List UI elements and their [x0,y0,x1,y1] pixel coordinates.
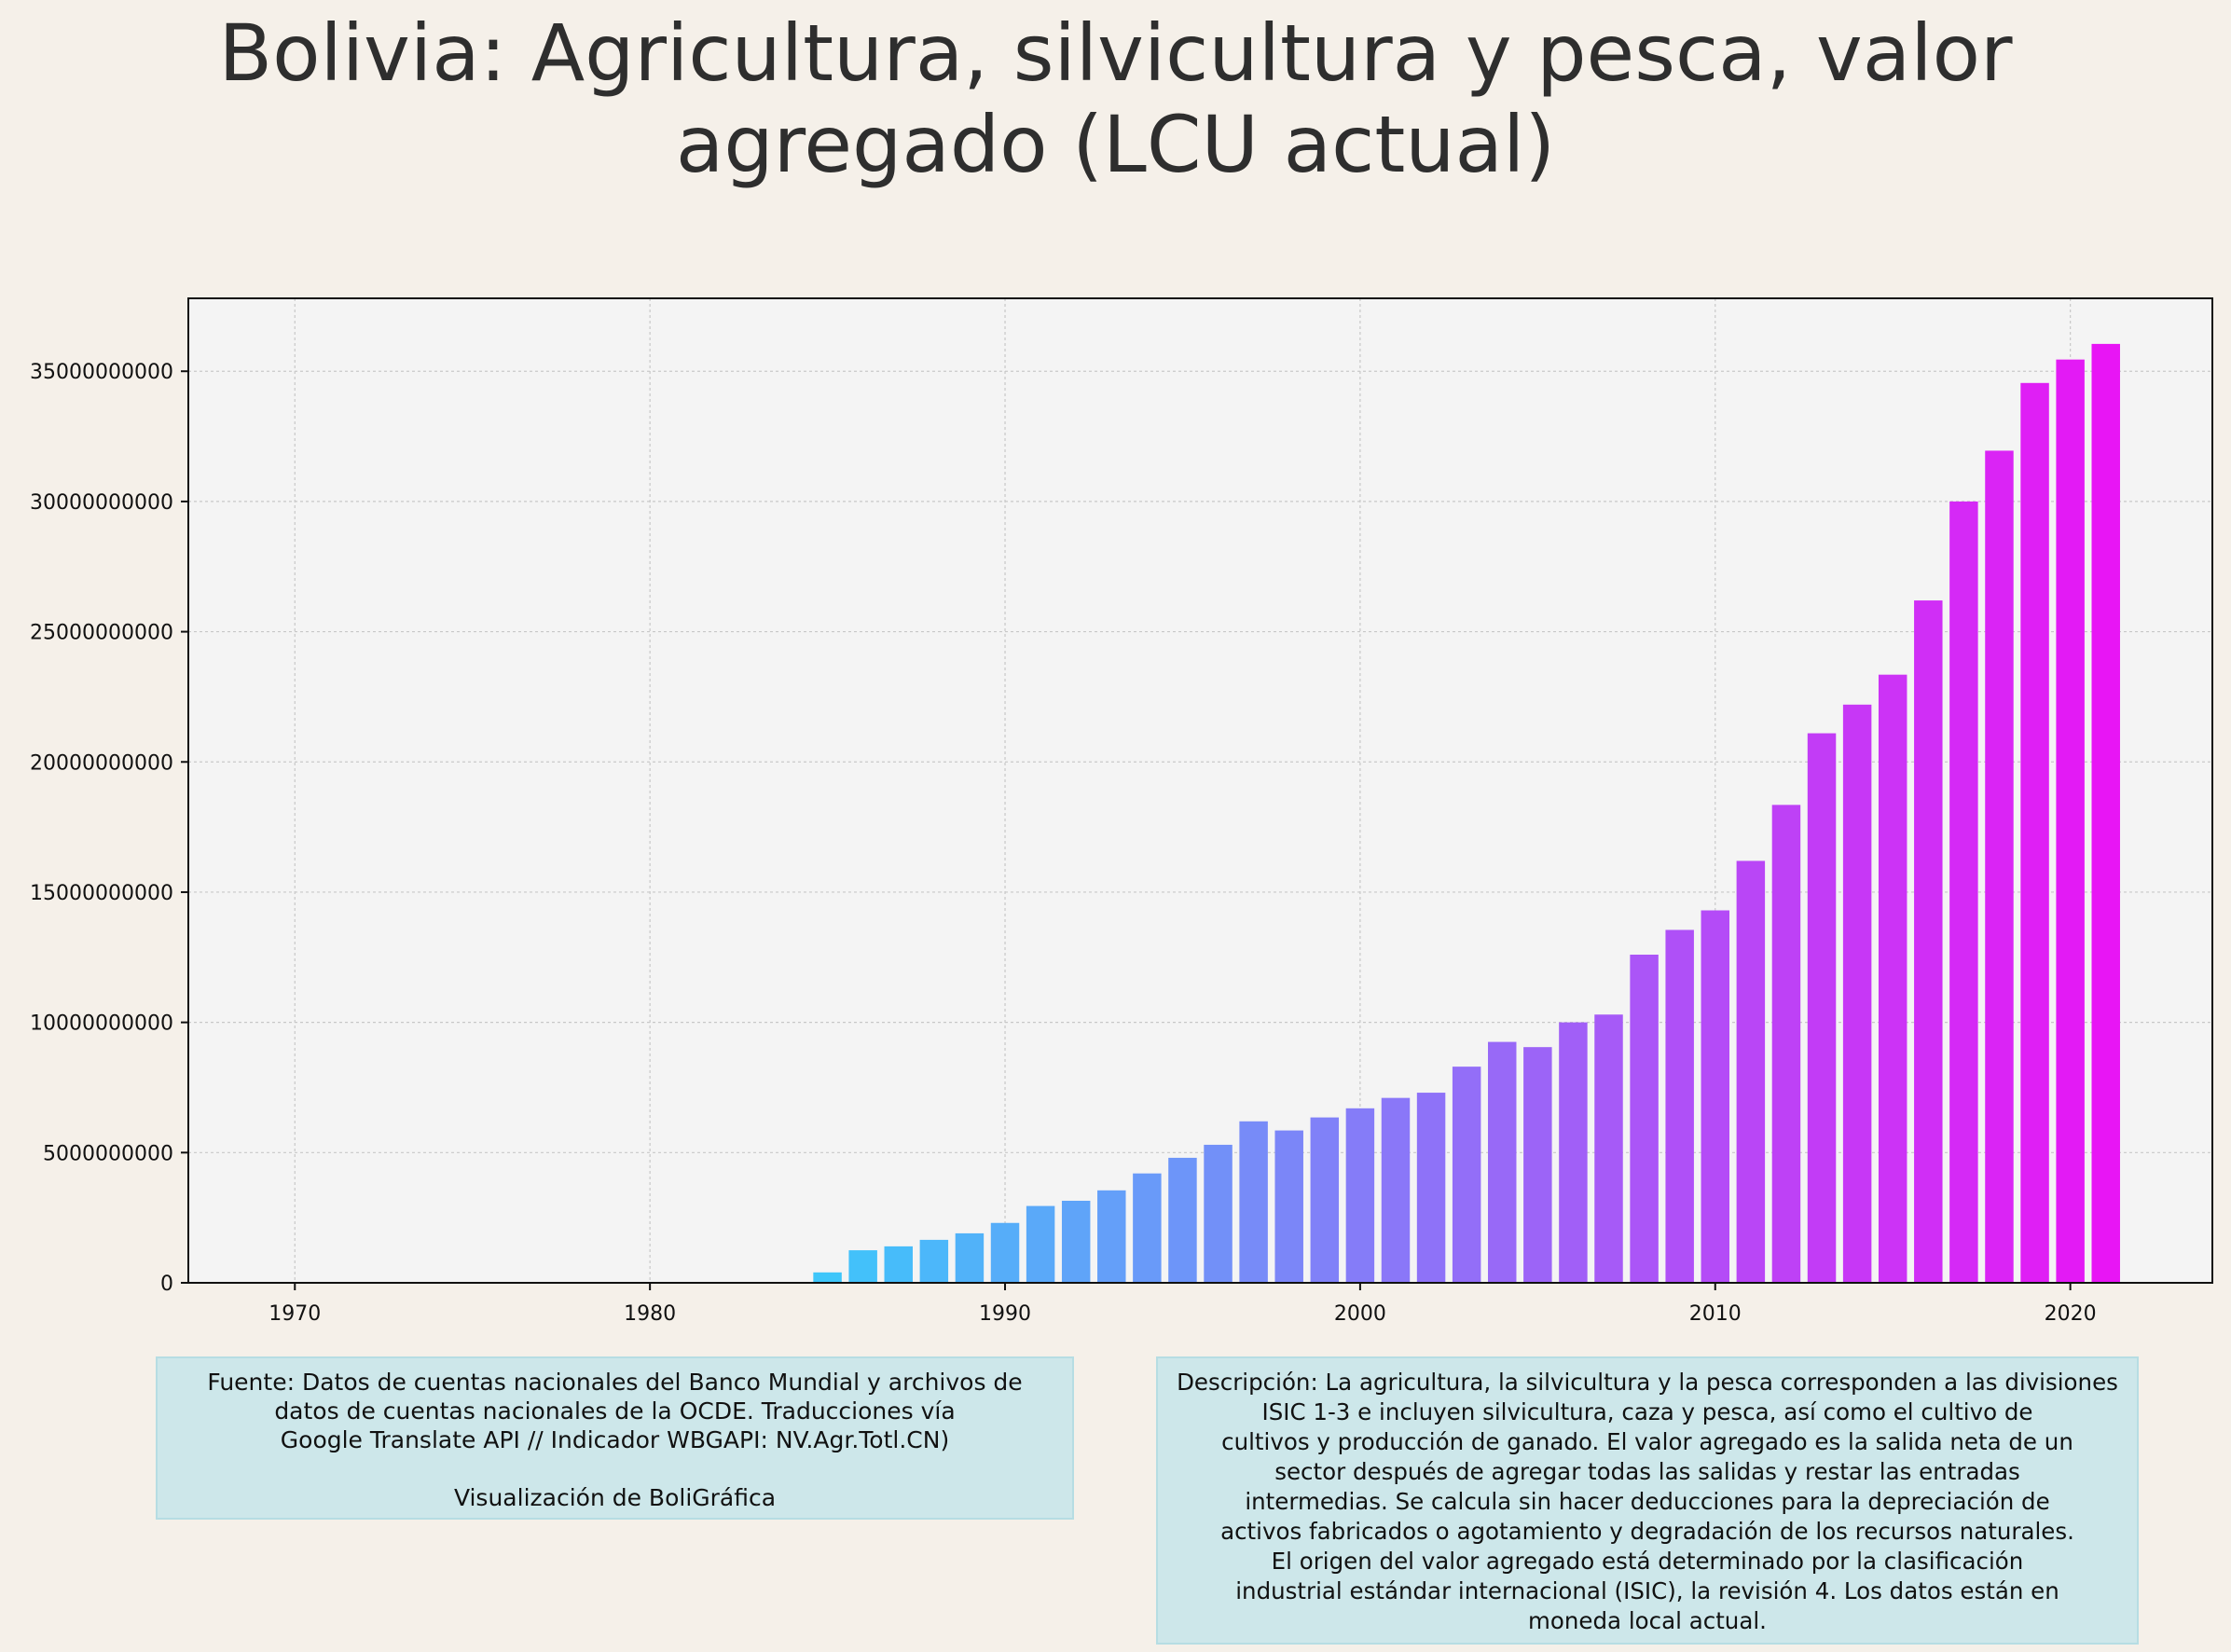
bar-series [813,343,2120,1284]
bar-1991 [1026,1205,1055,1283]
x-tick-label: 2010 [1689,1302,1742,1324]
bar-1995 [1168,1157,1197,1283]
bar-2012 [1771,805,1801,1283]
y-tick-label: 5000000000 [43,1142,173,1165]
bar-1996 [1204,1144,1233,1283]
source-line: Google Translate API // Indicador WBGAPI… [280,1426,950,1453]
bar-1987 [884,1246,913,1283]
bar-2018 [1985,450,2014,1283]
description-line: intermedias. Se calcula sin hacer deducc… [1245,1488,2050,1515]
x-tick-label: 1970 [269,1302,321,1324]
y-tick-label: 35000000000 [30,361,173,384]
bar-2000 [1345,1108,1375,1283]
description-line: cultivos y producción de ganado. El valo… [1221,1428,2073,1455]
description-line: industrial estándar internacional (ISIC)… [1235,1577,2059,1604]
description-line: activos fabricados o agotamiento y degra… [1220,1518,2074,1545]
y-tick-label: 15000000000 [30,882,173,905]
y-tick-label: 20000000000 [30,751,173,775]
source-box: Fuente: Datos de cuentas nacionales del … [156,1356,1074,1520]
description-line: moneda local actual. [1528,1607,1767,1634]
bar-2006 [1559,1022,1588,1283]
bar-1988 [919,1239,949,1283]
description-line: ISIC 1-3 e incluyen silvicultura, caza y… [1261,1398,2033,1425]
description-line: Descripción: La agricultura, la silvicul… [1177,1369,2118,1396]
bar-1994 [1133,1173,1162,1283]
bar-1992 [1061,1201,1091,1283]
chart-title-line-2: agregado (LCU actual) [675,99,1556,190]
source-line: Fuente: Datos de cuentas nacionales del … [207,1369,1023,1396]
visualization-credit: Visualización de BoliGráfica [453,1484,777,1511]
chart-title-line-1: Bolivia: Agricultura, silvicultura y pes… [218,7,2013,99]
bar-1993 [1097,1190,1126,1283]
bar-2003 [1452,1067,1481,1283]
bar-2014 [1842,704,1872,1283]
bar-2016 [1914,600,1943,1283]
x-tick-label: 2020 [2045,1302,2097,1324]
bar-2020 [2056,359,2085,1284]
bar-chart: 1970 1980 1990 2000 2010 2020 0 5000000000 1000… [30,297,2213,1324]
x-tick-label: 1980 [624,1302,676,1324]
bar-2004 [1488,1041,1517,1283]
description-box: Descripción: La agricultura, la silvicul… [1156,1356,2139,1645]
chart-title: Bolivia: Agricultura, silvicultura y pes… [0,7,2231,190]
y-tick-label: 10000000000 [30,1012,173,1036]
bar-1999 [1310,1117,1340,1283]
x-axis: 1970 1980 1990 2000 2010 2020 [269,1283,2097,1324]
x-tick-label: 2000 [1334,1302,1386,1324]
bar-2019 [2020,382,2049,1283]
plot-frame [187,297,2213,1284]
bar-1997 [1239,1121,1268,1283]
bar-2008 [1630,955,1659,1283]
bar-1986 [848,1250,877,1283]
bar-2002 [1416,1093,1446,1283]
bar-1985 [813,1272,842,1283]
x-tick-label: 1990 [979,1302,1031,1324]
bar-2009 [1665,929,1694,1283]
bar-2021 [2091,343,2120,1283]
bar-2007 [1594,1014,1623,1283]
y-tick-label: 25000000000 [30,622,173,645]
bar-1989 [955,1232,985,1283]
bar-2001 [1381,1097,1411,1283]
bar-2015 [1878,674,1907,1283]
y-tick-label: 0 [160,1273,173,1296]
bar-1998 [1274,1130,1303,1283]
plot-area [188,298,2212,1283]
description-line: El origen del valor agregado está determ… [1271,1548,2024,1575]
bar-1990 [990,1222,1020,1283]
bar-2010 [1701,910,1730,1283]
bar-2005 [1523,1047,1552,1283]
bar-2017 [1949,501,1978,1283]
description-line: sector después de agregar todas las sali… [1274,1458,2020,1485]
y-tick-label: 30000000000 [30,491,173,515]
y-axis: 0 5000000000 10000000000 15000000000 2000000… [30,361,188,1296]
bar-2013 [1807,733,1837,1283]
source-line: datos de cuentas nacionales de la OCDE. … [274,1397,956,1425]
bar-2011 [1736,860,1766,1283]
